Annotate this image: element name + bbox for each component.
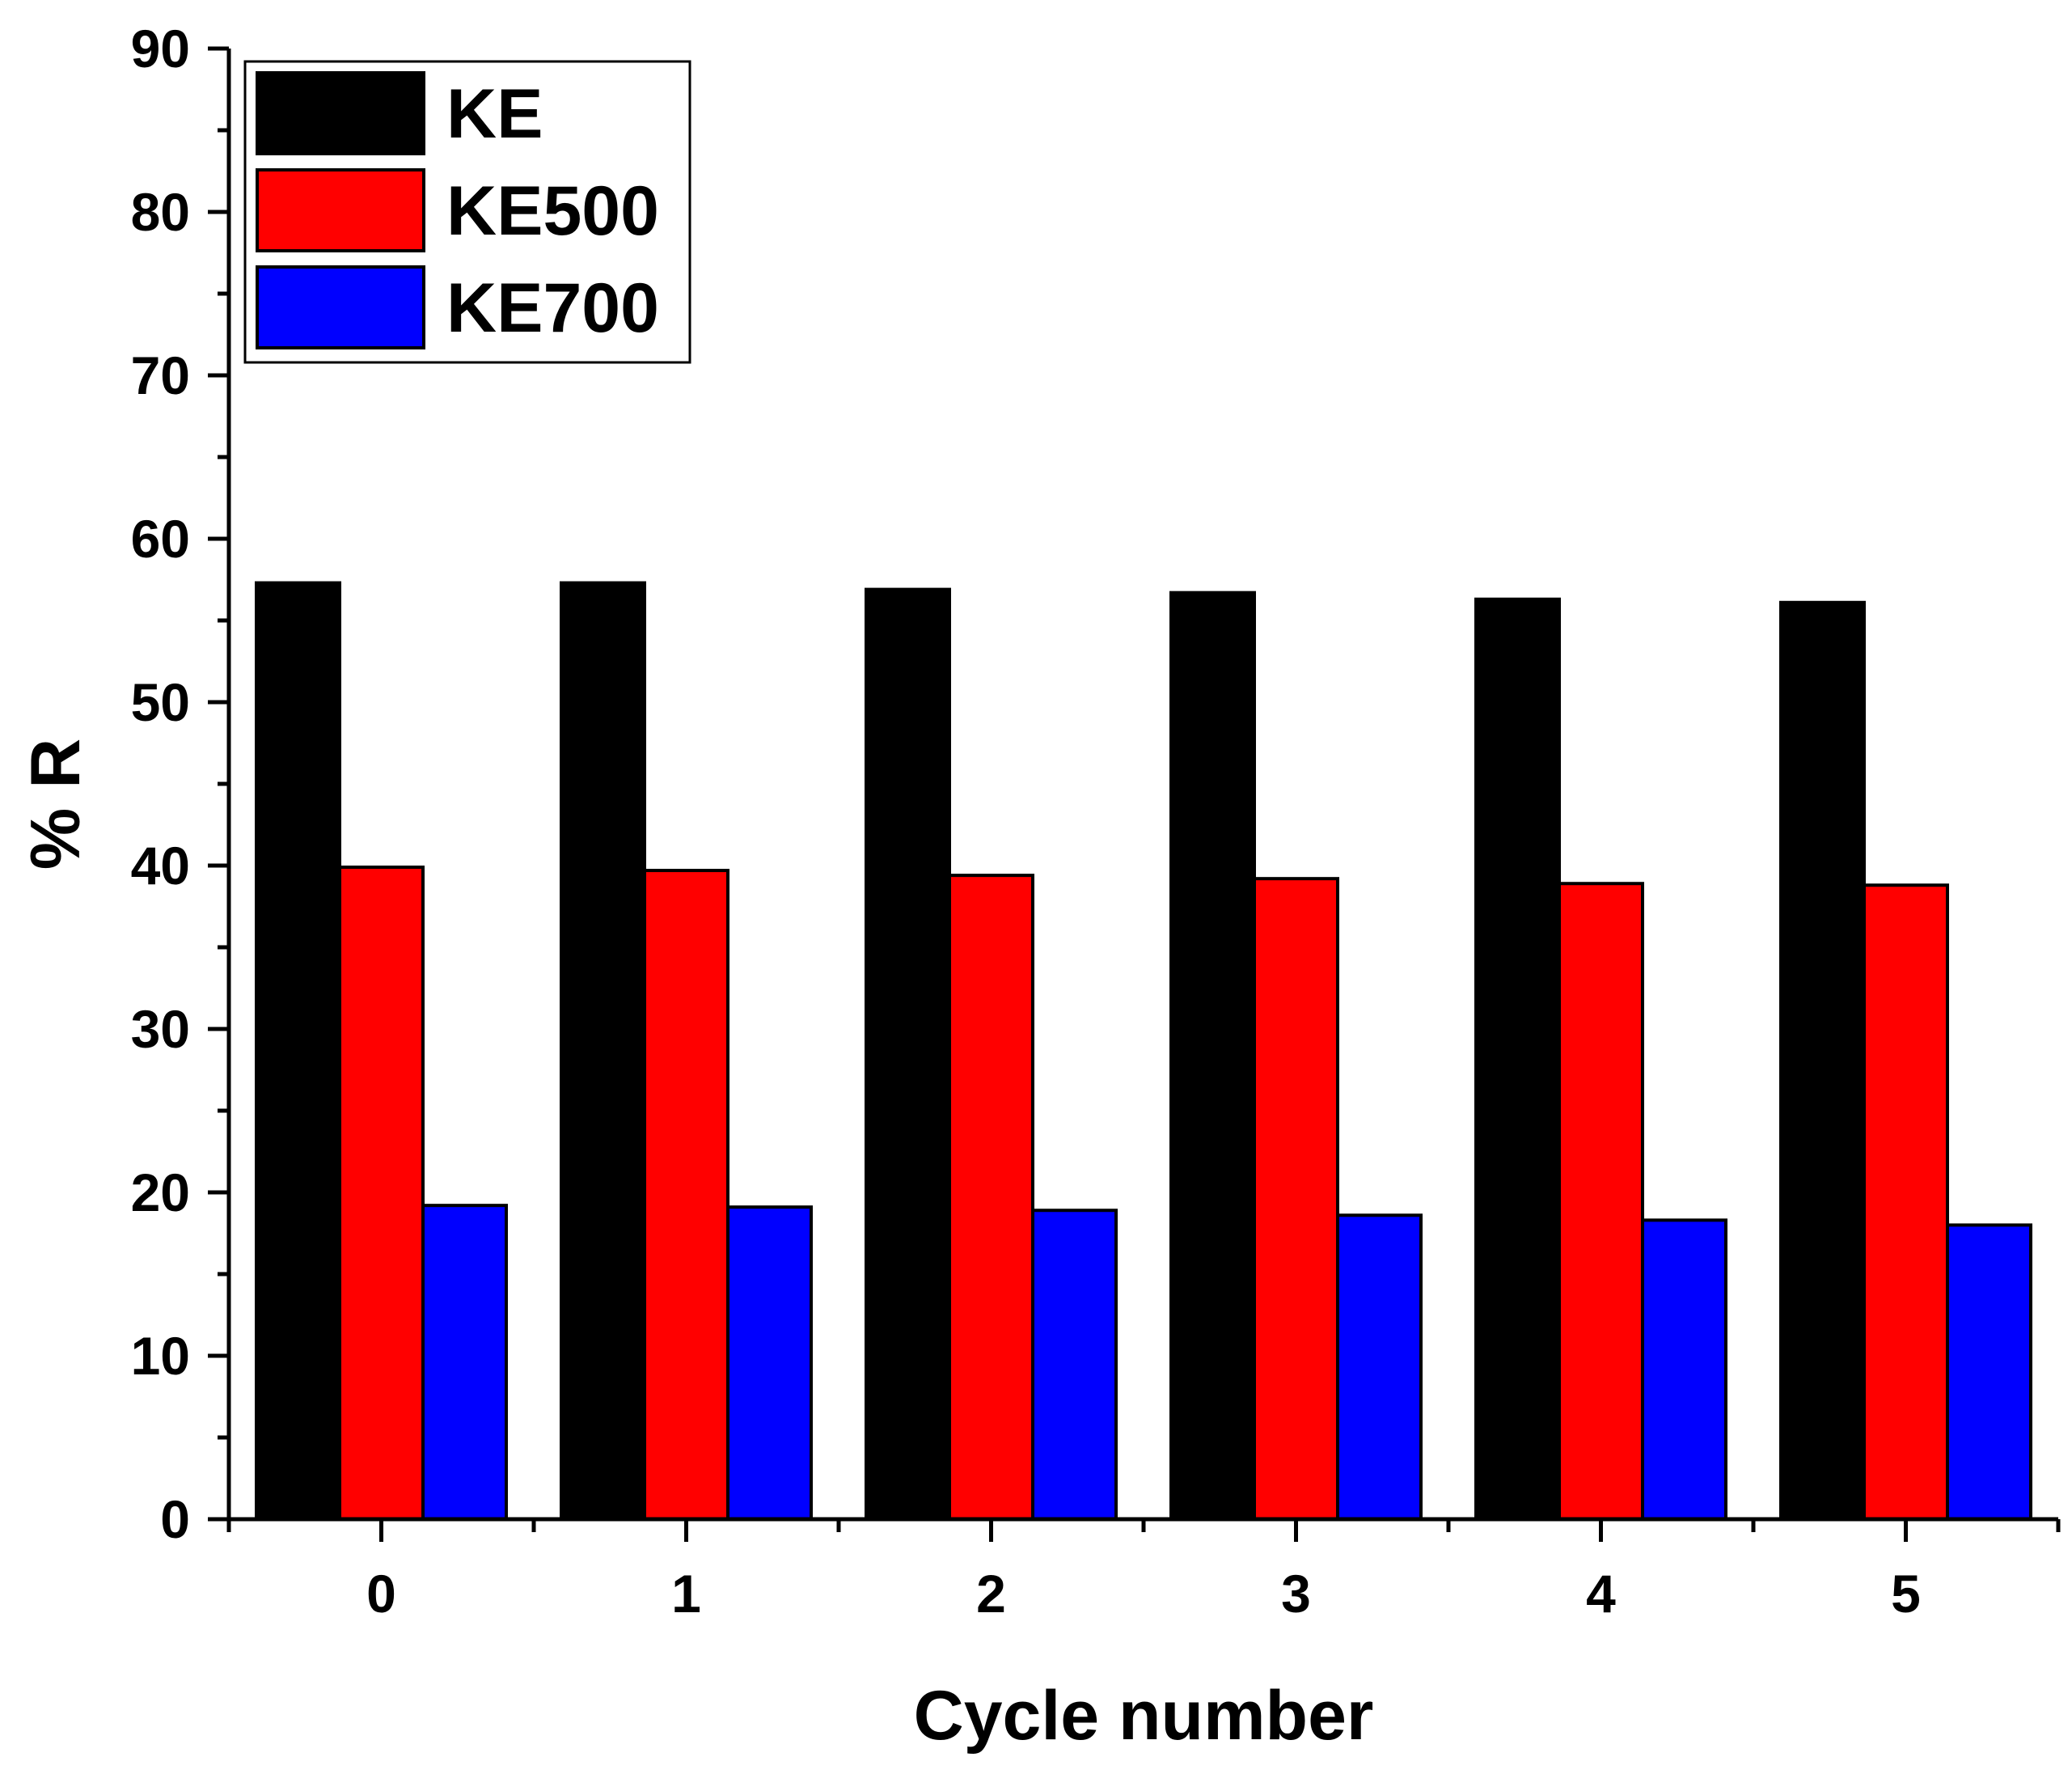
bar-ke500-cycle-0 xyxy=(338,866,425,1521)
bar-ke500-cycle-2 xyxy=(948,874,1034,1521)
legend-label-ke700: KE700 xyxy=(446,269,659,347)
bar-ke700-cycle-5 xyxy=(1946,1223,2032,1522)
y-tick-label: 60 xyxy=(131,509,190,569)
x-axis-ticks: 0 1 2 3 4 5 xyxy=(226,1519,2061,1624)
legend-swatch-ke700 xyxy=(256,265,425,349)
y-axis-ticks: 0 10 20 30 40 50 60 70 80 90 xyxy=(131,19,229,1549)
bar-ke-cycle-3 xyxy=(1169,591,1256,1521)
bar-ke-cycle-2 xyxy=(865,587,951,1521)
y-tick-label: 0 xyxy=(160,1489,190,1549)
bar-ke-cycle-4 xyxy=(1474,597,1561,1521)
x-axis-title: Cycle number xyxy=(914,1677,1374,1755)
legend-swatch-ke500 xyxy=(256,168,425,252)
y-tick-label: 40 xyxy=(131,836,190,895)
y-tick-label: 50 xyxy=(131,672,190,732)
x-tick-label: 1 xyxy=(671,1564,701,1624)
bar-ke500-cycle-3 xyxy=(1253,877,1339,1522)
x-tick-label: 5 xyxy=(1891,1564,1921,1624)
bar-series-group xyxy=(255,581,2032,1522)
bar-ke700-cycle-4 xyxy=(1641,1218,1727,1521)
bar-ke700-cycle-3 xyxy=(1336,1213,1423,1522)
x-tick-label: 2 xyxy=(976,1564,1006,1624)
bar-ke-cycle-0 xyxy=(255,581,341,1521)
legend-label-ke500: KE500 xyxy=(446,172,659,250)
y-tick-label: 30 xyxy=(131,999,190,1059)
bar-ke-cycle-5 xyxy=(1779,600,1866,1521)
x-tick-label: 3 xyxy=(1281,1564,1311,1624)
legend-label-ke: KE xyxy=(446,75,543,153)
y-tick-label: 90 xyxy=(131,19,190,78)
bar-ke700-cycle-0 xyxy=(421,1204,508,1522)
bar-ke-cycle-1 xyxy=(560,581,646,1521)
bar-ke500-cycle-5 xyxy=(1863,883,1949,1521)
bar-ke700-cycle-2 xyxy=(1031,1209,1118,1521)
legend-swatch-ke xyxy=(256,71,425,155)
x-tick-label: 0 xyxy=(366,1564,396,1624)
y-tick-label: 80 xyxy=(131,182,190,242)
bar-ke500-cycle-1 xyxy=(643,869,729,1522)
bar-ke500-cycle-4 xyxy=(1558,882,1644,1521)
y-axis-title: % R xyxy=(17,739,95,870)
bar-ke700-cycle-1 xyxy=(726,1205,813,1522)
legend: KE KE500 KE700 xyxy=(243,60,691,364)
y-tick-label: 20 xyxy=(131,1162,190,1222)
y-tick-label: 70 xyxy=(131,345,190,405)
y-tick-label: 10 xyxy=(131,1326,190,1386)
x-tick-label: 4 xyxy=(1586,1564,1616,1624)
